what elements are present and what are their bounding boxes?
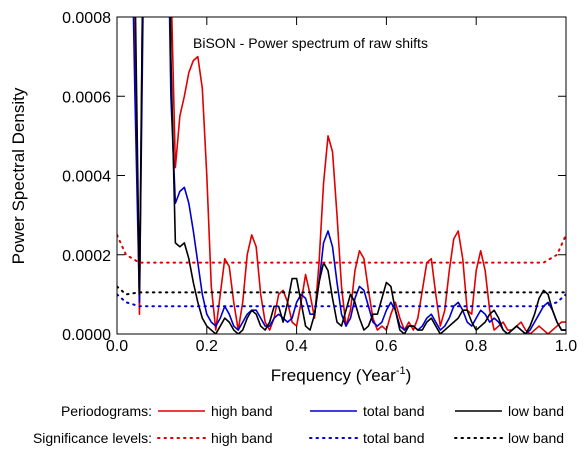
chart-title: BiSON - Power spectrum of raw shifts	[193, 35, 428, 51]
periodogram-line	[134, 17, 566, 334]
periodogram-line	[132, 17, 566, 334]
x-axis-title-text: Frequency (Year	[271, 366, 396, 385]
x-tick-label: 0.6	[375, 338, 397, 355]
plot-area	[117, 17, 566, 334]
legend: Periodograms: Significance levels: high ba…	[33, 403, 564, 446]
x-tick-label: 0.0	[106, 338, 128, 355]
periodogram-line	[134, 17, 566, 334]
legend-label: high band	[211, 430, 273, 446]
x-tick-label: 0.2	[196, 338, 218, 355]
y-tick-label: 0.0002	[62, 248, 111, 265]
significance-line	[117, 233, 566, 264]
legend-label: low band	[508, 430, 564, 446]
legend-label: low band	[508, 403, 564, 419]
y-tick-label: 0.0006	[62, 89, 111, 106]
legend-title: Significance levels:	[33, 430, 152, 446]
legend-title: Periodograms:	[61, 403, 152, 419]
y-tick-label: 0.0008	[62, 10, 111, 27]
legend-label: total band	[363, 430, 425, 446]
x-tick-label: 0.4	[285, 338, 307, 355]
x-tick-label: 0.8	[465, 338, 487, 355]
y-tick-label: 0.0004	[62, 169, 111, 186]
x-axis-title-suffix: )	[406, 366, 412, 385]
legend-label: high band	[211, 403, 273, 419]
significance-line	[117, 293, 566, 308]
x-axis-title-superscript: -1	[396, 365, 406, 377]
y-axis-title: Power Spectral Density	[9, 87, 28, 264]
legend-label: total band	[363, 403, 425, 419]
x-axis-title: Frequency (Year-1)	[271, 365, 412, 385]
x-tick-label: 1.0	[555, 338, 577, 355]
y-tick-label: 0.0000	[62, 327, 111, 344]
significance-line	[117, 285, 566, 296]
